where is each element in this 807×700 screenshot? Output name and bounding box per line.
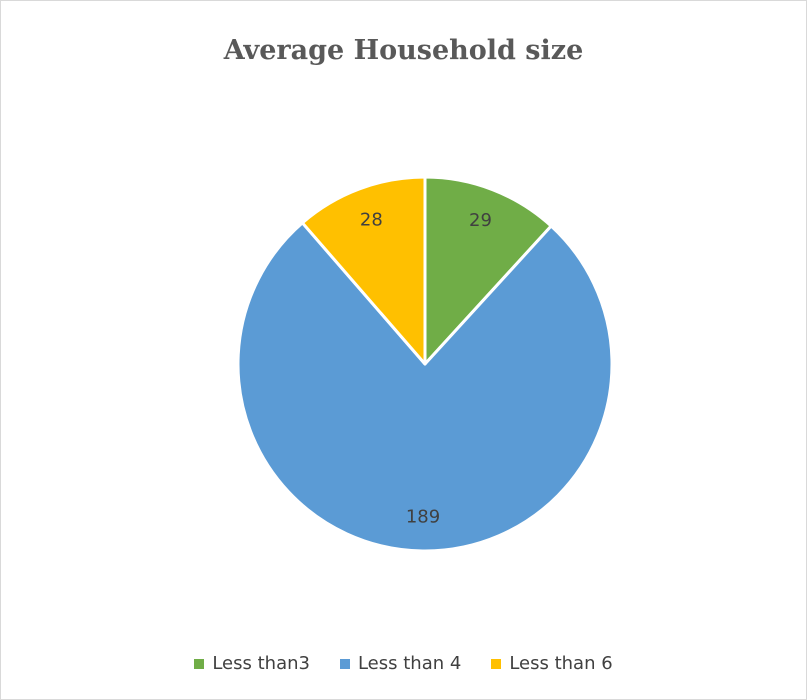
slice-value-label-1: 29: [469, 210, 492, 231]
legend-label: Less than3: [212, 653, 310, 674]
chart-title: Average Household size: [223, 35, 584, 66]
legend-item-2: Less than 4: [339, 653, 462, 674]
legend-swatch: [339, 658, 350, 669]
legend-item-1: Less than3: [194, 653, 310, 674]
chart-legend: Less than3 Less than 4 Less than 6: [1, 653, 806, 674]
legend-swatch: [194, 658, 205, 669]
legend-item-3: Less than 6: [491, 653, 613, 674]
legend-label: Less than 6: [509, 653, 613, 674]
slice-value-label-3: 28: [360, 209, 383, 230]
pie-slice-2: [236, 221, 614, 553]
pie-slice-1: [423, 175, 553, 366]
legend-label: Less than 4: [357, 653, 462, 674]
pie-chart: 29 189 28: [236, 175, 614, 553]
legend-swatch: [491, 658, 502, 669]
pie-slice-3: [300, 175, 427, 366]
slice-value-label-2: 189: [406, 506, 440, 527]
